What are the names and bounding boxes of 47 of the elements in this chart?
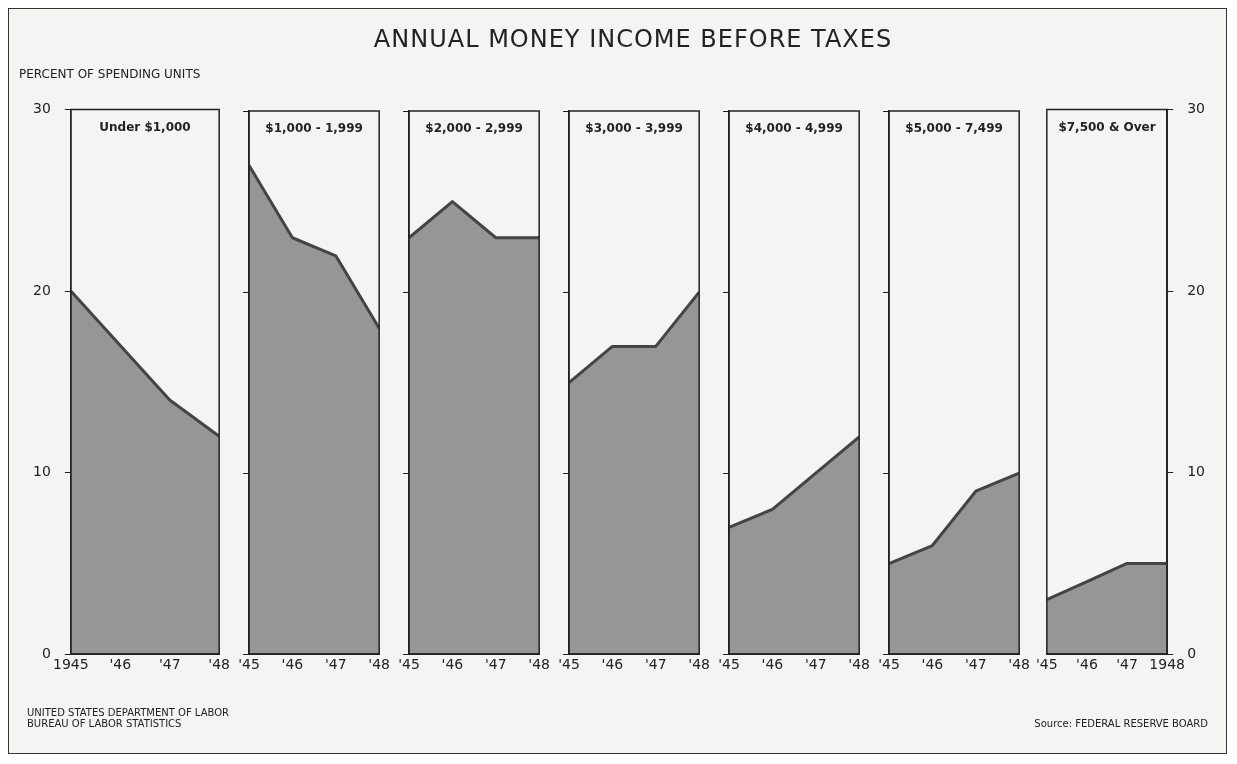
y2-tick-label: 20 xyxy=(1187,281,1206,298)
x-tick-label: '47 xyxy=(158,656,181,673)
x-tick-label: '46 xyxy=(1076,656,1098,673)
x-tick-label: '47 xyxy=(324,656,347,673)
x-tick-label: '45 xyxy=(878,656,900,673)
x-tick-label: '48 xyxy=(1008,656,1030,673)
x-tick-label: '48 xyxy=(688,656,710,673)
y-tick-label: 0 xyxy=(41,644,51,661)
x-tick-label: 1948 xyxy=(1149,656,1186,673)
text: Under $1,000 xyxy=(99,119,191,134)
text: $4,000 - 4,999 xyxy=(745,121,843,136)
x-tick-label: '45 xyxy=(238,656,260,673)
y2-tick-label: 10 xyxy=(1187,463,1206,480)
text: $5,000 - 7,499 xyxy=(905,121,1003,136)
x-tick-label: '48 xyxy=(848,656,870,673)
text: $7,500 & Over xyxy=(1058,119,1156,134)
text: UNITED STATES DEPARTMENT OF LABOR BUREAU OF LABOR STATISTICS xyxy=(27,707,229,729)
chart-title: ANNUAL MONEY INCOME BEFORE TAXES xyxy=(373,25,893,53)
y-tick-label: 30 xyxy=(32,100,51,117)
x-tick-label: '46 xyxy=(281,656,304,673)
x-tick-label: '47 xyxy=(1116,656,1138,673)
x-tick-label: '45 xyxy=(558,656,580,673)
x-tick-label: '46 xyxy=(761,656,784,673)
x-tick-label: '45 xyxy=(718,656,740,673)
x-tick-label: '47 xyxy=(964,656,987,673)
text: $2,000 - 2,999 xyxy=(425,121,523,136)
x-tick-label: '45 xyxy=(398,656,420,673)
y2-tick-label: 0 xyxy=(1187,644,1197,661)
y2-tick-label: 30 xyxy=(1187,100,1206,117)
x-tick-label: '46 xyxy=(601,656,624,673)
x-tick-label: '47 xyxy=(804,656,827,673)
x-tick-label: '47 xyxy=(644,656,667,673)
text: $1,000 - 1,999 xyxy=(265,121,363,136)
x-tick-label: '48 xyxy=(368,656,390,673)
x-tick-label: '48 xyxy=(208,656,230,673)
x-tick-label: '45 xyxy=(1036,656,1058,673)
x-tick-label: 1945 xyxy=(52,656,89,673)
source-note: Source: FEDERAL RESERVE BOARD xyxy=(1034,718,1208,729)
y-tick-label: 10 xyxy=(32,463,51,480)
y-axis-title: PERCENT OF SPENDING UNITS xyxy=(19,67,201,81)
text: $3,000 - 3,999 xyxy=(585,121,683,136)
x-tick-label: '48 xyxy=(528,656,550,673)
y-tick-label: 20 xyxy=(32,281,51,298)
x-tick-label: '46 xyxy=(921,656,944,673)
x-tick-label: '46 xyxy=(109,656,132,673)
x-tick-label: '47 xyxy=(484,656,507,673)
x-tick-label: '46 xyxy=(441,656,464,673)
